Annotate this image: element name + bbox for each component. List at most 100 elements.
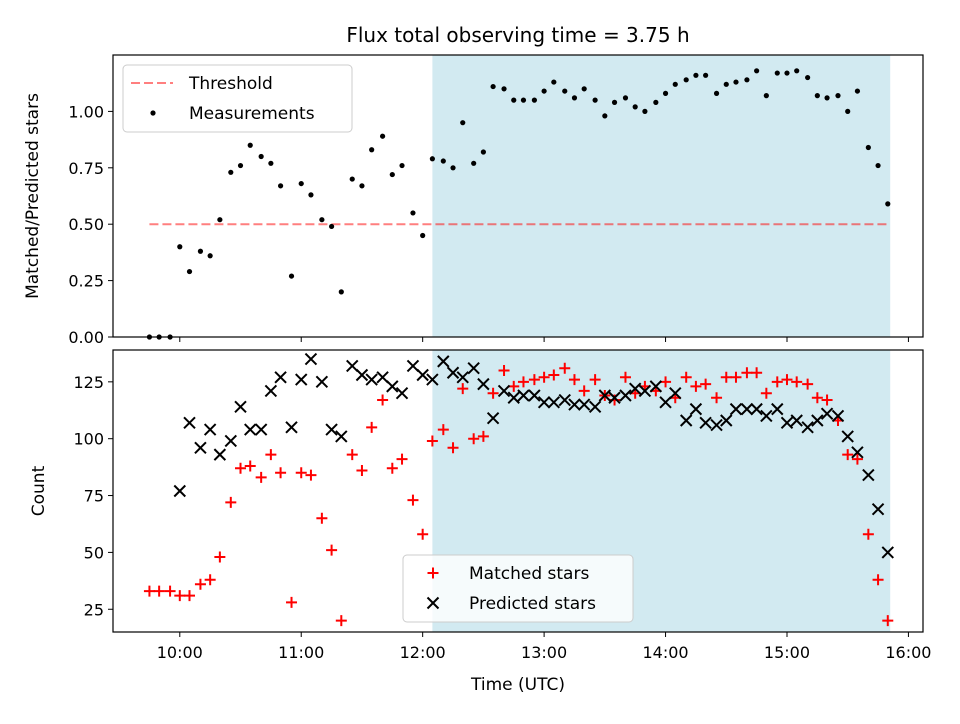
data-point <box>286 596 298 608</box>
data-point <box>338 289 344 295</box>
data-point <box>377 394 389 406</box>
x-tick-label: 12:00 <box>400 643 446 662</box>
data-point <box>467 361 480 375</box>
data-point <box>730 371 742 383</box>
data-point <box>204 574 216 586</box>
chart-title: Flux total observing time = 3.75 h <box>346 23 689 47</box>
data-point <box>298 180 304 187</box>
data-point <box>173 484 186 498</box>
data-point <box>254 423 268 436</box>
data-point <box>247 142 253 148</box>
y-tick-label: 0.50 <box>68 215 104 234</box>
data-point <box>304 352 318 366</box>
data-point <box>805 74 811 81</box>
data-point <box>498 364 510 376</box>
y-tick-label: 1.00 <box>68 102 104 121</box>
data-point <box>854 88 861 94</box>
data-point <box>184 590 196 602</box>
data-point <box>531 97 537 103</box>
data-point <box>662 90 669 96</box>
data-point <box>551 79 557 85</box>
data-point <box>517 389 530 402</box>
data-point <box>562 88 568 94</box>
data-point <box>268 160 274 166</box>
data-point <box>386 380 399 393</box>
data-point <box>824 95 830 101</box>
data-point <box>693 72 699 78</box>
data-point <box>649 380 663 393</box>
data-point <box>264 384 278 398</box>
data-point <box>520 97 527 103</box>
data-point <box>407 494 419 506</box>
data-point <box>177 244 183 250</box>
data-point <box>228 169 234 175</box>
data-point <box>628 382 642 395</box>
data-point <box>224 434 238 448</box>
data-point <box>862 528 874 540</box>
data-point <box>814 93 820 99</box>
data-point <box>653 99 659 105</box>
data-point <box>274 371 287 384</box>
data-point <box>784 70 790 76</box>
data-point <box>356 465 368 477</box>
data-point <box>821 394 833 406</box>
data-point <box>437 424 449 436</box>
data-point <box>589 374 601 386</box>
data-point <box>275 467 287 479</box>
data-point <box>780 416 794 429</box>
legend-plus-marker <box>427 567 439 579</box>
data-point <box>468 433 480 445</box>
data-point <box>598 389 612 402</box>
y-tick-label: 0.25 <box>68 272 104 291</box>
y-tick-label: 25 <box>84 600 104 619</box>
y-tick-label: 75 <box>84 487 104 506</box>
data-point <box>416 368 429 382</box>
data-point <box>490 83 496 90</box>
data-point <box>703 72 709 78</box>
x-tick-label: 10:00 <box>157 643 203 662</box>
data-point <box>820 407 834 420</box>
data-point <box>760 409 773 423</box>
data-point <box>638 384 652 398</box>
data-point <box>355 368 369 382</box>
data-point <box>689 402 703 416</box>
data-point <box>426 435 438 447</box>
data-point <box>760 387 772 399</box>
data-point <box>700 378 712 390</box>
x-tick-label: 15:00 <box>764 643 810 662</box>
data-point <box>865 144 871 151</box>
data-point <box>207 253 213 259</box>
data-point <box>234 400 247 414</box>
data-point <box>882 615 894 627</box>
x-tick-label: 16:00 <box>885 643 931 662</box>
data-point <box>457 383 469 395</box>
data-point <box>399 162 405 169</box>
data-point <box>349 176 355 182</box>
data-point <box>558 393 571 407</box>
top-panel: 0.00 0.25 0.50 0.75 1.00 Threshold Measurement… <box>68 54 924 347</box>
data-point <box>143 585 155 597</box>
data-point <box>477 377 490 391</box>
data-point <box>578 385 590 397</box>
data-point <box>203 423 217 436</box>
data-point <box>559 362 571 374</box>
observing-span <box>432 55 891 337</box>
data-point <box>359 183 365 189</box>
data-point <box>197 248 204 254</box>
data-point <box>740 402 754 416</box>
legend-label: Predicted stars <box>469 594 596 614</box>
data-point <box>456 371 469 384</box>
data-point <box>774 70 780 76</box>
data-point <box>217 217 223 223</box>
data-point <box>265 449 277 461</box>
y-tick-label: 100 <box>73 430 104 449</box>
data-point <box>447 442 459 454</box>
data-point <box>845 108 851 114</box>
data-point <box>288 273 295 279</box>
data-point <box>763 93 769 99</box>
data-point <box>713 90 720 96</box>
x-tick-label: 14:00 <box>642 643 688 662</box>
legend-cross-marker <box>426 596 440 610</box>
